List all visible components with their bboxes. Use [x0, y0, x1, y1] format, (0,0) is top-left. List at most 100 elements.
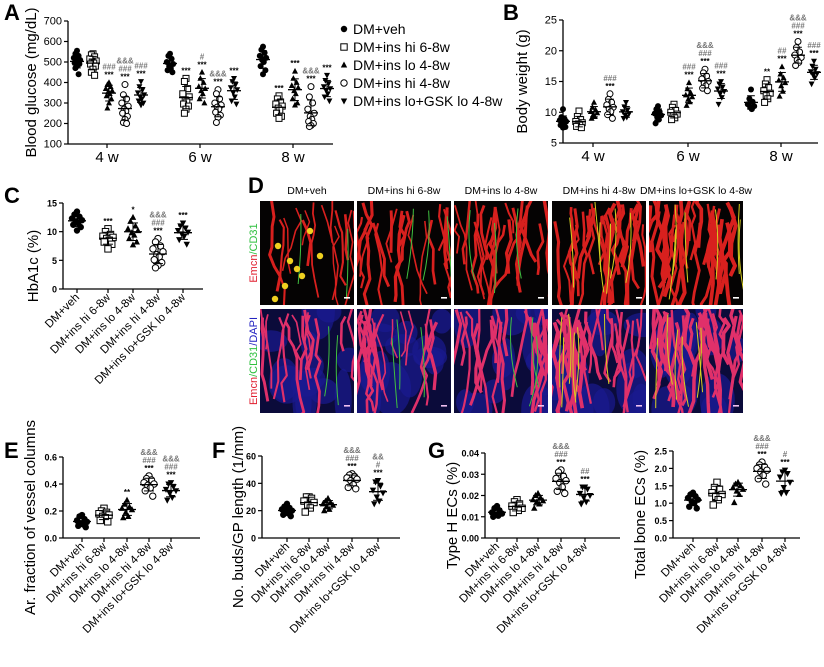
y-tick-label: 600 — [44, 36, 62, 48]
micrograph-image — [260, 309, 354, 413]
panel-letter-a: A — [4, 0, 20, 25]
significance-annotation: *** — [716, 70, 726, 79]
data-point — [372, 479, 379, 486]
data-point — [164, 497, 171, 504]
micrograph-column-title: DM+ins hi 6-8w — [368, 185, 441, 197]
data-point — [683, 102, 690, 108]
significance-annotation: *** — [580, 475, 590, 484]
y-tick-label: 0 — [52, 285, 57, 295]
data-point — [778, 82, 785, 89]
group-2: ** — [118, 488, 136, 521]
data-point — [124, 225, 132, 232]
y-tick-label: 20 — [246, 506, 256, 516]
y-tick-label: 0.00 — [461, 534, 479, 544]
legend: DM+veh DM+ins hi 6-8w DM+ins lo 4-8w DM+ins… — [340, 21, 503, 109]
stain-label: / — [248, 251, 260, 255]
significance-annotation: *** — [178, 211, 188, 220]
scale-bar — [344, 405, 350, 407]
data-point — [102, 85, 109, 92]
data-point — [134, 90, 141, 97]
chart-e: 0.0 0.2 0.4 0.6 Ar. fraction of vessel colum… — [22, 420, 200, 636]
y-tick-label: 10 — [47, 227, 57, 237]
significance-annotation: *** — [322, 63, 332, 72]
data-point — [120, 514, 127, 521]
micrograph-column-title: DM+veh — [287, 185, 327, 197]
data-point — [779, 63, 785, 70]
micrograph-column-title: DM+ins hi 4-8w — [563, 185, 636, 197]
significance-annotation: *** — [144, 464, 154, 473]
y-tick-label: 0 — [251, 534, 256, 544]
significance-annotation: * — [131, 205, 135, 214]
group-0 — [684, 489, 702, 512]
significance-annotation: ## — [581, 467, 590, 476]
data-point — [729, 484, 737, 491]
group-4: &&&###*** — [162, 455, 180, 504]
significance-annotation: *** — [757, 450, 767, 459]
micrograph-image — [260, 201, 354, 305]
cell-dot — [271, 295, 279, 303]
stain-label: CD31 — [248, 223, 260, 251]
data-point — [288, 82, 295, 88]
data-point — [292, 90, 299, 97]
legend-label: DM+ins hi 6-8w — [353, 39, 451, 55]
series-2: ###***#*** *** — [102, 52, 302, 111]
significance-annotation: *** — [605, 82, 615, 91]
significance-annotation: *** — [274, 84, 284, 93]
cell-dot — [316, 252, 324, 260]
data-point — [776, 92, 783, 99]
series-2: ###***##*** — [587, 47, 789, 121]
significance-annotation: *** — [181, 66, 191, 75]
significance-annotation: *** — [229, 66, 239, 75]
series-4: ###*** *** *** — [134, 61, 334, 109]
data-point — [106, 99, 112, 106]
data-point — [668, 116, 676, 124]
data-point — [121, 81, 129, 89]
data-point — [326, 98, 333, 105]
significance-annotation: *** — [700, 57, 710, 66]
y-tick-label: 10 — [545, 107, 557, 119]
data-point — [682, 91, 689, 98]
stain-label: DAPI — [248, 317, 260, 343]
group-1 — [708, 478, 726, 509]
data-point — [138, 102, 144, 109]
significance-annotation: &&& — [753, 434, 771, 443]
data-point — [138, 79, 144, 85]
panel-letter-g: G — [428, 438, 445, 463]
data-point — [159, 248, 167, 256]
significance-annotation: ### — [554, 450, 568, 459]
legend-label: DM+ins lo+GSK lo 4-8w — [353, 93, 503, 109]
data-point — [537, 494, 544, 501]
significance-annotation: ### — [791, 22, 805, 31]
data-point — [344, 483, 352, 492]
significance-annotation: ### — [807, 41, 821, 50]
data-point — [623, 100, 629, 106]
scale-bar — [733, 405, 739, 407]
group-4: ##*** — [576, 467, 594, 508]
y-tick-label: 20 — [545, 45, 557, 57]
panel-d-micrographs: DM+veh DM+ins hi 6-8w DM+ins lo 4-8w DM+ins… — [248, 185, 752, 413]
data-point — [150, 256, 158, 264]
data-point — [127, 217, 134, 224]
data-point — [149, 492, 157, 500]
data-point — [300, 497, 308, 505]
y-tick-label: 25 — [545, 15, 557, 27]
y-tick-label: 1.0 — [654, 499, 667, 509]
cell-dot — [281, 282, 289, 290]
data-point — [739, 485, 747, 492]
data-point — [292, 101, 298, 108]
data-point — [292, 67, 298, 74]
data-point — [531, 504, 538, 511]
y-axis-title: HbA1c (%) — [25, 230, 42, 303]
micrograph-image — [552, 201, 646, 305]
data-point — [737, 482, 744, 489]
y-tick-label: 40 — [246, 479, 256, 489]
legend-label: DM+veh — [353, 21, 406, 37]
data-point — [199, 90, 206, 97]
data-point — [717, 91, 724, 98]
significance-annotation: *** — [684, 71, 694, 80]
data-point — [182, 225, 189, 232]
scale-bar — [441, 297, 447, 299]
